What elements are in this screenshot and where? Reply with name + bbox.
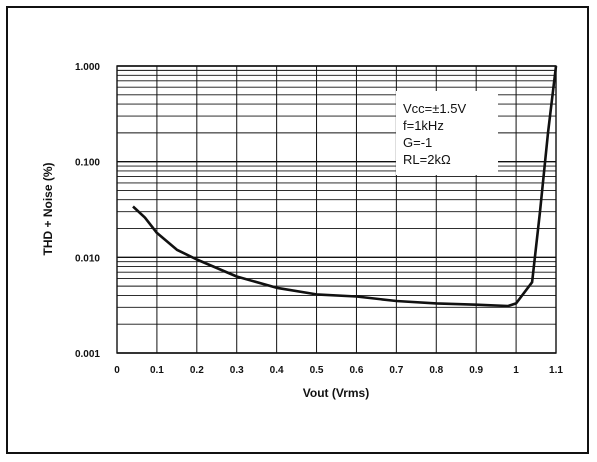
- y-tick-label: 0.010: [75, 253, 100, 264]
- annotation-line-load: RL=2kΩ: [403, 152, 451, 167]
- x-tick-label: 0.3: [230, 365, 244, 376]
- x-tick-label: 0.5: [310, 365, 324, 376]
- thd-curve: [132, 65, 558, 308]
- x-tick-label: 0.4: [270, 365, 284, 376]
- x-tick-label: 0.8: [429, 365, 443, 376]
- y-tick-label: 1.000: [75, 62, 100, 73]
- annotation-line-freq: f=1kHz: [403, 118, 444, 133]
- x-tick-label: 0.7: [389, 365, 403, 376]
- x-tick-label: 1: [513, 365, 519, 376]
- x-tick-label: 0.1: [150, 365, 164, 376]
- annotation-box: Vcc=±1.5V f=1kHz G=-1 RL=2kΩ: [396, 91, 498, 175]
- x-tick-label: 0.2: [190, 365, 204, 376]
- y-tick-label: 0.001: [75, 349, 100, 360]
- plot-border: [116, 65, 557, 354]
- annotation-line-vcc: Vcc=±1.5V: [403, 101, 466, 116]
- x-axis-label: Vout (Vrms): [303, 386, 369, 400]
- x-tick-label: 0.9: [469, 365, 483, 376]
- x-ticks: 0 0.1 0.2 0.3 0.4 0.5 0.6 0.7 0.8 0.9 1 1.1: [114, 365, 563, 376]
- x-tick-label: 0: [114, 365, 120, 376]
- y-ticks: 0.001 0.010 0.100 1.000: [75, 62, 100, 360]
- y-axis-label: THD + Noise (%): [41, 162, 55, 255]
- annotation-line-gain: G=-1: [403, 135, 432, 150]
- x-tick-label: 1.1: [549, 365, 563, 376]
- x-tick-label: 0.6: [350, 365, 364, 376]
- annotation-box-background: [396, 91, 498, 175]
- y-tick-label: 0.100: [75, 158, 100, 169]
